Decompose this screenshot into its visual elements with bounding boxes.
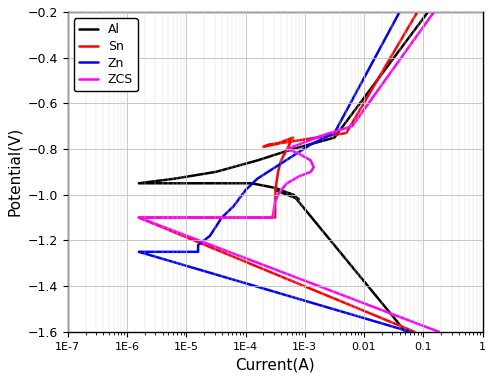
Al	[334, 246, 340, 251]
Legend: Al, Sn, Zn, ZCS: Al, Sn, Zn, ZCS	[74, 18, 138, 91]
Zn	[395, 13, 401, 17]
Zn	[407, 329, 413, 334]
Line: Sn: Sn	[139, 12, 418, 332]
Sn	[403, 326, 409, 331]
ZCS	[436, 329, 442, 334]
X-axis label: Current(A): Current(A)	[235, 357, 315, 372]
Al	[313, 220, 318, 225]
ZCS	[431, 10, 437, 14]
Sn	[415, 10, 421, 14]
Zn	[383, 34, 389, 39]
ZCS	[408, 42, 414, 47]
Y-axis label: Potential(V): Potential(V)	[7, 127, 22, 216]
ZCS	[349, 124, 355, 128]
Sn	[378, 72, 384, 76]
ZCS	[397, 56, 403, 61]
Zn	[403, 328, 409, 333]
ZCS	[323, 287, 329, 291]
Al	[360, 277, 366, 282]
Zn	[336, 121, 342, 126]
Zn	[358, 81, 364, 86]
Sn	[403, 30, 409, 34]
Line: ZCS: ZCS	[139, 12, 439, 332]
Line: Al: Al	[139, 12, 428, 332]
Sn	[136, 215, 142, 220]
Zn	[397, 10, 403, 14]
Al	[333, 133, 339, 138]
Al	[403, 329, 409, 334]
Sn	[407, 22, 413, 27]
ZCS	[327, 288, 333, 293]
Sn	[412, 329, 418, 334]
ZCS	[284, 147, 290, 151]
Al	[363, 93, 369, 97]
Zn	[203, 269, 209, 274]
Al	[425, 10, 431, 14]
Al	[172, 177, 177, 181]
Sn	[394, 44, 400, 49]
Line: Zn: Zn	[139, 12, 410, 332]
